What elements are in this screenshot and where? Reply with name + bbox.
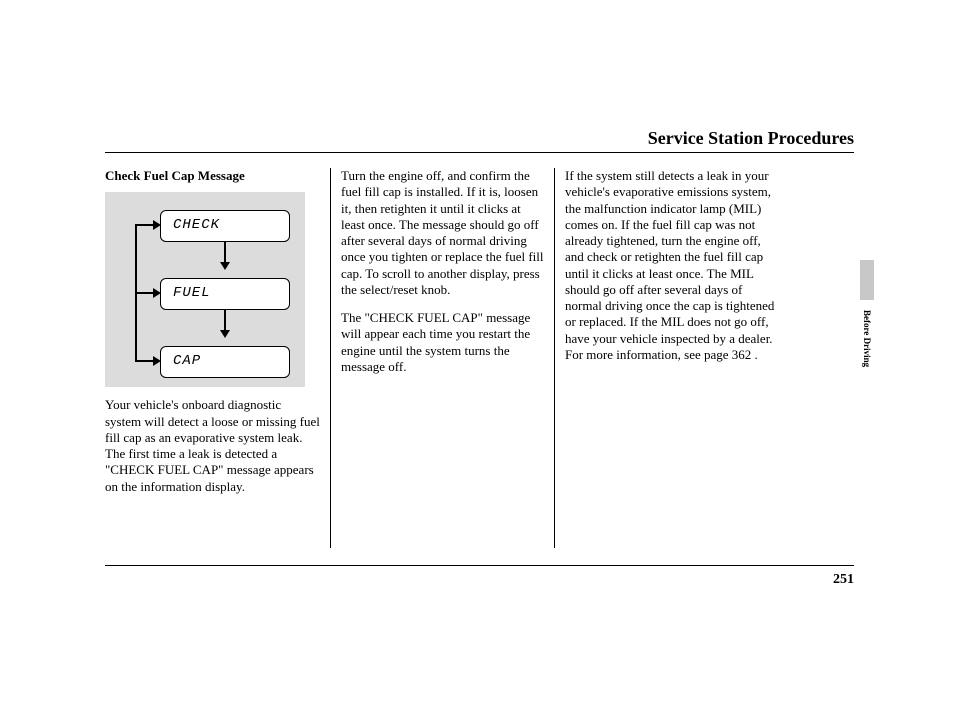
diagram-connector-h2 — [135, 292, 155, 294]
col2-paragraph-2: The "CHECK FUEL CAP" message will appear… — [341, 310, 544, 375]
column-2: Turn the engine off, and confirm the fue… — [330, 168, 555, 548]
diagram-box-cap: CAP — [160, 346, 290, 378]
page-title: Service Station Procedures — [648, 128, 854, 149]
page-container: Service Station Procedures Check Fuel Ca… — [0, 0, 954, 710]
diagram-box-check: CHECK — [160, 210, 290, 242]
diagram-down-arrow-2 — [220, 310, 230, 338]
subheading: Check Fuel Cap Message — [105, 168, 320, 184]
diagram-connector-h3 — [135, 360, 155, 362]
footer-rule — [105, 565, 854, 566]
page-number: 251 — [833, 572, 854, 588]
title-rule — [105, 152, 854, 153]
column-3: If the system still detects a leak in yo… — [555, 168, 780, 548]
section-tab — [860, 260, 874, 300]
section-label: Before Driving — [862, 310, 872, 367]
column-1: Check Fuel Cap Message CHECK FUEL — [105, 168, 330, 548]
col3-paragraph-1: If the system still detects a leak in yo… — [565, 168, 780, 363]
diagram-connector-h1 — [135, 224, 155, 226]
col1-paragraph-1: Your vehicle's onboard diagnostic system… — [105, 397, 320, 495]
diagram-box-fuel: FUEL — [160, 278, 290, 310]
text-columns: Check Fuel Cap Message CHECK FUEL — [105, 168, 854, 548]
diagram-down-arrow-1 — [220, 242, 230, 270]
fuel-cap-diagram: CHECK FUEL CAP — [105, 192, 305, 387]
col2-paragraph-1: Turn the engine off, and confirm the fue… — [341, 168, 544, 298]
